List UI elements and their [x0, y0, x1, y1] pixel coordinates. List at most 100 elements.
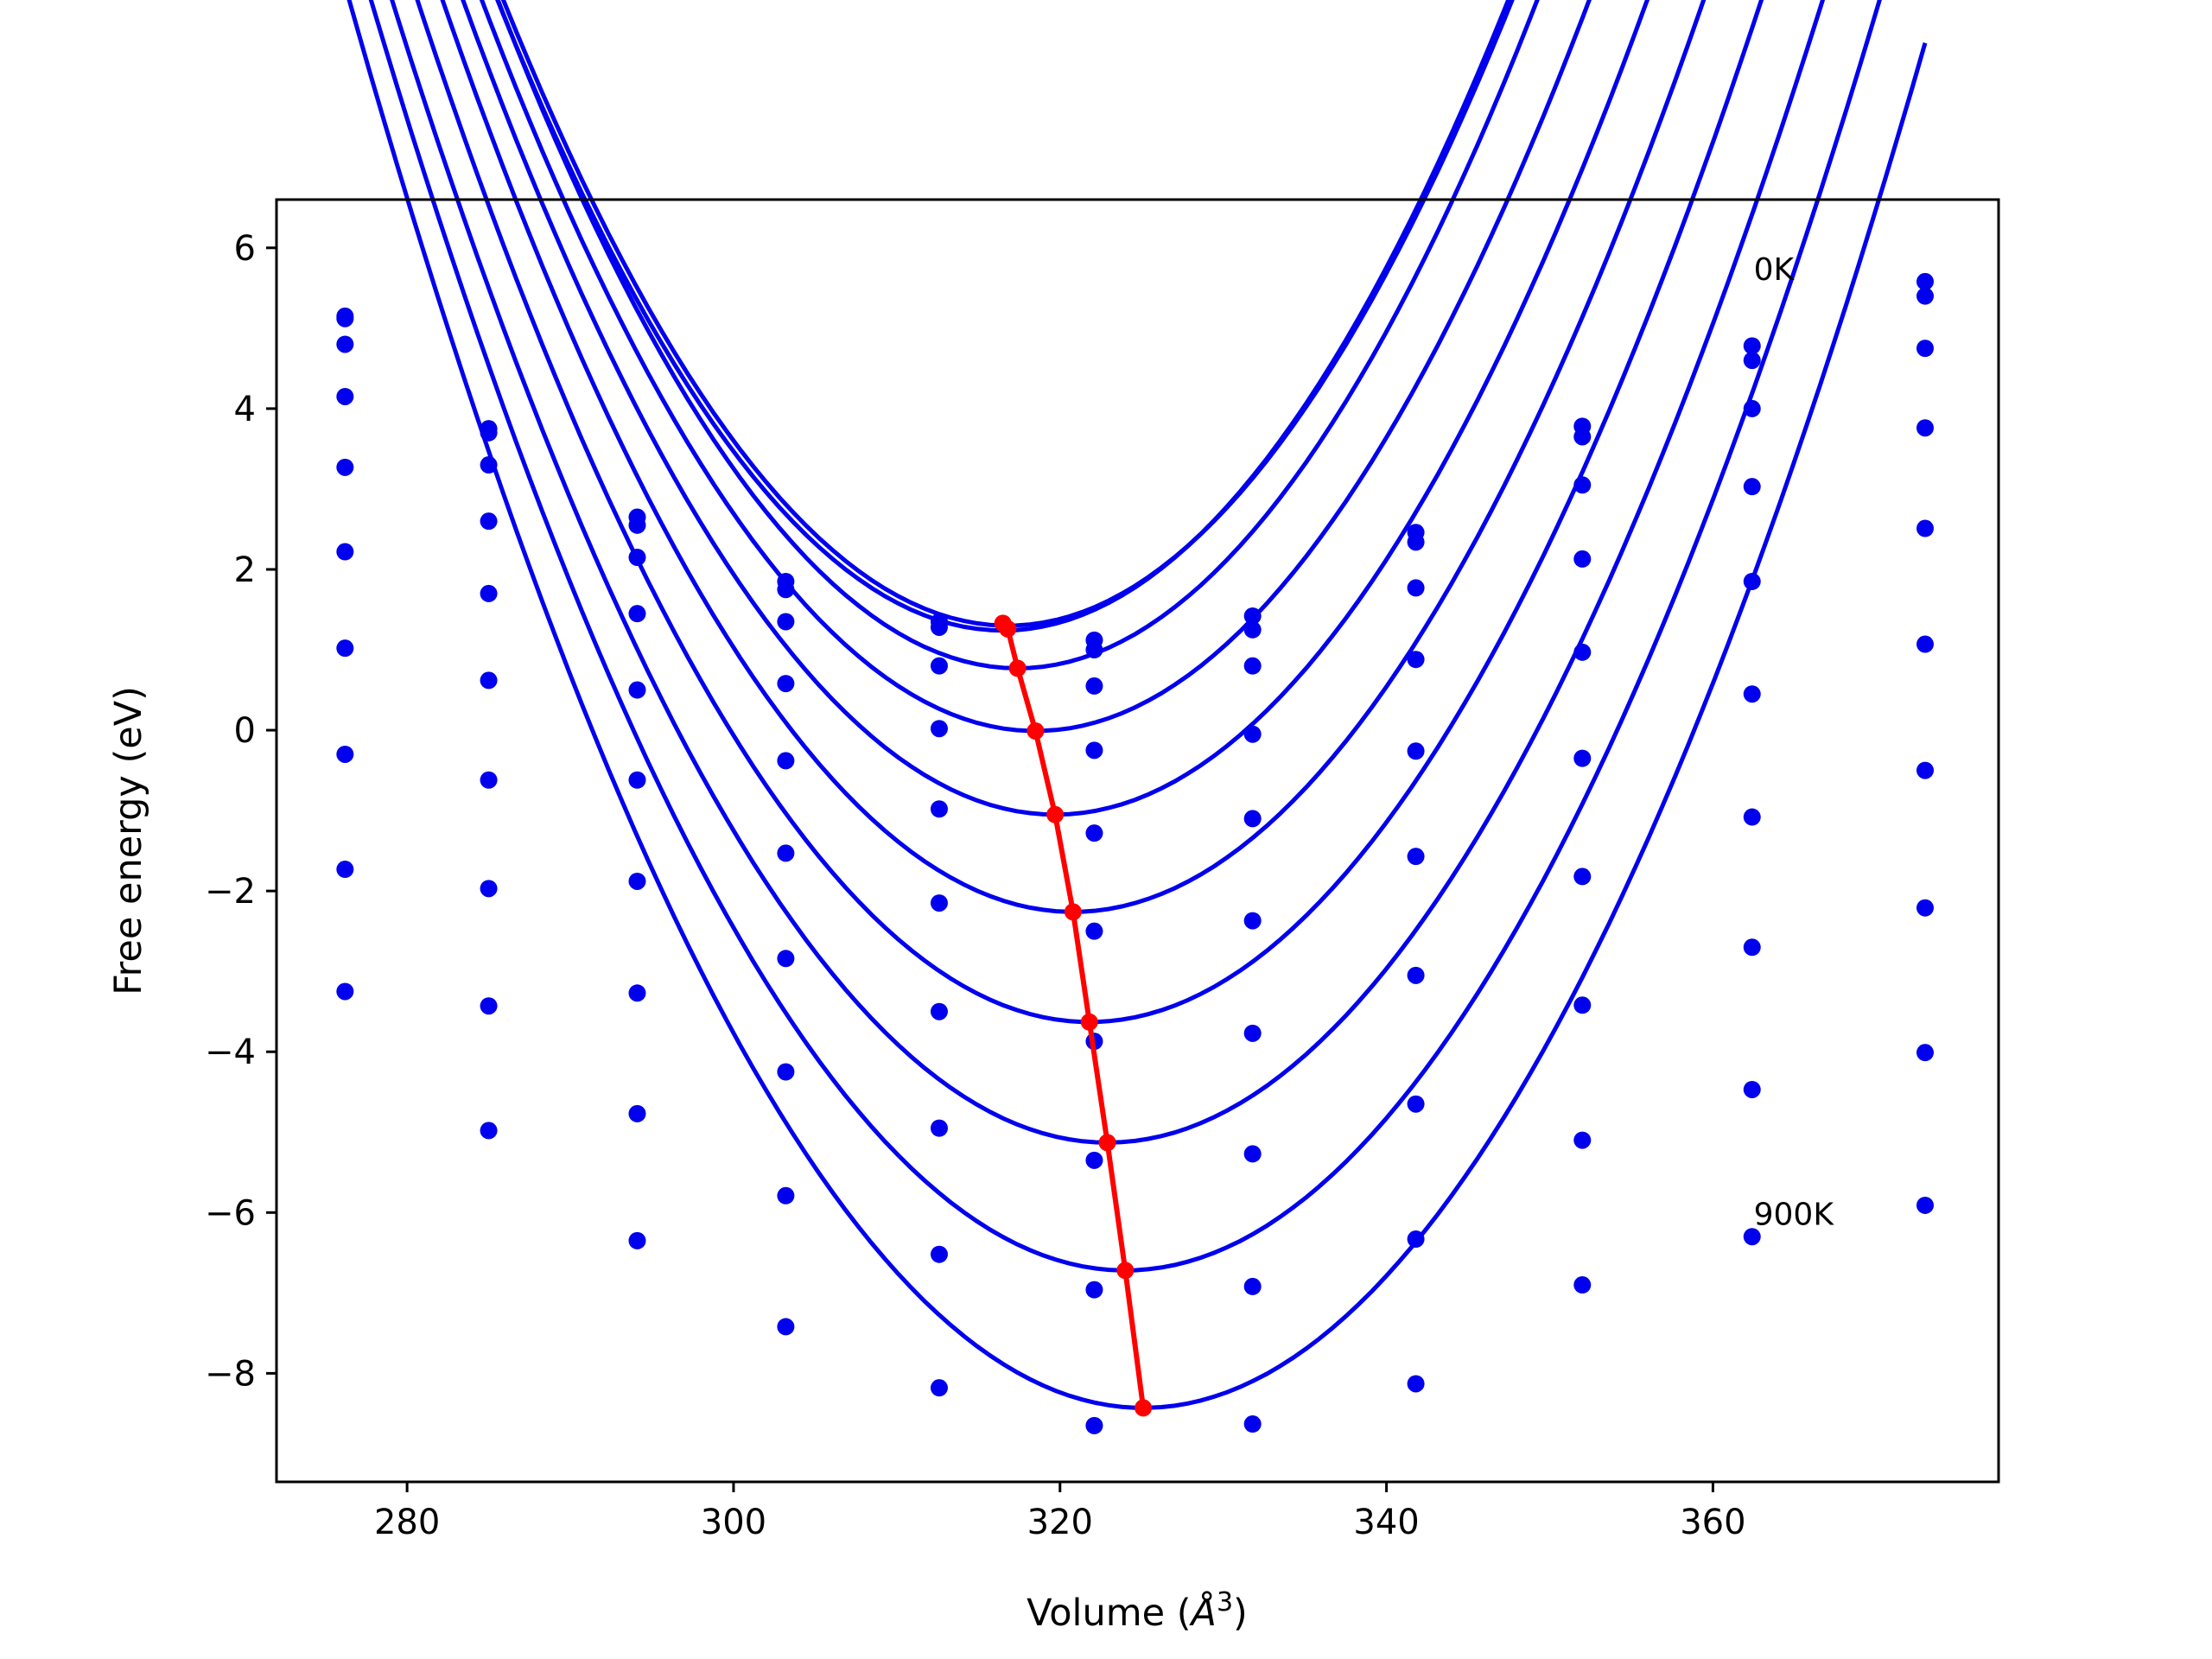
- data-point-s7-3: [777, 1063, 795, 1081]
- data-point-s8-0: [336, 861, 354, 879]
- axis-ticks: 280 300 320 340 360 6 4 2 0 −2 −4 −6 −8: [205, 229, 1746, 1542]
- data-point-s7-6: [1243, 1145, 1262, 1163]
- data-point-s2-10: [1916, 340, 1934, 358]
- data-point-s2-7: [1407, 579, 1425, 597]
- data-point-s8-10: [1916, 1044, 1934, 1062]
- data-point-s8-7: [1407, 1230, 1425, 1249]
- data-point-s8-5: [1085, 1281, 1103, 1299]
- data-point-s9-1: [480, 1122, 498, 1140]
- data-point-s8-6: [1243, 1277, 1262, 1295]
- fit-curve-1: [495, 0, 1511, 633]
- data-point-s5-7: [1407, 848, 1425, 866]
- data-point-s5-6: [1243, 912, 1262, 930]
- minimum-line: [1001, 621, 1147, 1408]
- data-point-s8-1: [480, 997, 498, 1015]
- data-point-s4-9: [1743, 572, 1761, 590]
- data-point-s1-4: [930, 618, 948, 636]
- x-tick-label-320: 320: [1027, 1503, 1093, 1542]
- data-point-s3-9: [1743, 478, 1761, 496]
- data-point-s1-3: [777, 581, 795, 599]
- fit-curve-3: [479, 0, 1592, 734]
- data-point-s9-8: [1573, 1276, 1592, 1294]
- data-point-s6-4: [930, 1002, 948, 1020]
- data-point-s6-2: [628, 872, 646, 890]
- minimum-point-8: [1116, 1262, 1135, 1280]
- data-point-s7-2: [628, 984, 646, 1002]
- annotation-900k: 900K: [1754, 1197, 1835, 1232]
- data-point-s1-0: [336, 309, 354, 327]
- data-point-s4-7: [1407, 742, 1425, 760]
- data-point-s8-8: [1573, 1131, 1592, 1149]
- data-point-s5-0: [336, 543, 354, 561]
- y-tick-label--4: −4: [205, 1033, 256, 1072]
- data-point-s3-10: [1916, 419, 1934, 437]
- data-point-s7-5: [1085, 1151, 1103, 1169]
- data-point-s7-10: [1916, 899, 1934, 917]
- data-point-s9-0: [336, 982, 354, 1001]
- data-point-s3-7: [1407, 651, 1425, 669]
- data-point-s4-2: [628, 681, 646, 699]
- data-point-s6-7: [1407, 966, 1425, 984]
- data-point-s6-6: [1243, 1024, 1262, 1042]
- data-point-s2-5: [1085, 677, 1103, 695]
- data-point-s4-8: [1573, 643, 1592, 661]
- fit-curve-5: [440, 0, 1707, 914]
- data-point-s4-10: [1916, 519, 1934, 537]
- fit-curve-4: [461, 0, 1650, 817]
- fit-curve-7: [390, 0, 1826, 1145]
- y-axis-label: Free energy (eV): [107, 686, 150, 995]
- y-tick-label--8: −8: [205, 1354, 256, 1394]
- data-point-s3-1: [480, 512, 498, 531]
- minimum-point-6: [1080, 1013, 1098, 1031]
- minimum-point-9: [1135, 1399, 1153, 1417]
- data-point-s1-1: [480, 423, 498, 442]
- data-point-s8-4: [930, 1245, 948, 1263]
- data-point-s9-6: [1243, 1415, 1262, 1433]
- data-point-s5-10: [1916, 635, 1934, 653]
- data-point-s6-0: [336, 639, 354, 658]
- data-point-s2-9: [1743, 399, 1761, 417]
- y-tick-label--2: −2: [205, 872, 256, 912]
- data-point-s5-9: [1743, 685, 1761, 703]
- data-point-s0-9: [1743, 337, 1761, 355]
- data-point-s1-2: [628, 516, 646, 534]
- minimum-point-7: [1098, 1134, 1116, 1152]
- y-tick-label-4: 4: [234, 390, 256, 429]
- x-tick-label-360: 360: [1680, 1503, 1745, 1542]
- data-point-s1-8: [1573, 428, 1592, 446]
- data-point-s3-8: [1573, 550, 1592, 568]
- data-point-s2-3: [777, 613, 795, 631]
- y-tick-label-0: 0: [234, 711, 256, 751]
- annotation-0k: 0K: [1754, 252, 1796, 288]
- data-point-s5-8: [1573, 749, 1592, 767]
- data-point-s9-5: [1085, 1416, 1103, 1434]
- data-point-s4-5: [1085, 824, 1103, 842]
- data-point-s4-6: [1243, 810, 1262, 828]
- fit-curve-6: [415, 0, 1764, 1025]
- data-point-s1-9: [1743, 352, 1761, 370]
- data-point-s3-0: [336, 387, 354, 405]
- y-tick-label--6: −6: [205, 1193, 256, 1233]
- data-point-s4-3: [777, 752, 795, 770]
- y-tick-label-6: 6: [234, 229, 256, 269]
- data-point-s9-10: [1916, 1196, 1934, 1214]
- data-point-s6-1: [480, 771, 498, 789]
- x-tick-label-280: 280: [374, 1503, 440, 1542]
- data-point-s9-2: [628, 1231, 646, 1249]
- data-point-s2-4: [930, 657, 948, 675]
- data-point-s8-9: [1743, 1080, 1761, 1098]
- fit-curve-2: [495, 0, 1540, 671]
- data-point-s1-7: [1407, 533, 1425, 551]
- axes-frame: [275, 198, 2000, 1484]
- data-point-s9-4: [930, 1379, 948, 1397]
- data-point-s9-7: [1407, 1375, 1425, 1393]
- data-point-s7-1: [480, 880, 498, 898]
- data-point-s6-10: [1916, 761, 1934, 779]
- data-point-s0-10: [1916, 272, 1934, 290]
- data-point-s9-9: [1743, 1228, 1761, 1246]
- minimum-point-1: [999, 620, 1017, 638]
- data-point-s3-5: [1085, 741, 1103, 760]
- data-point-s7-4: [930, 1119, 948, 1137]
